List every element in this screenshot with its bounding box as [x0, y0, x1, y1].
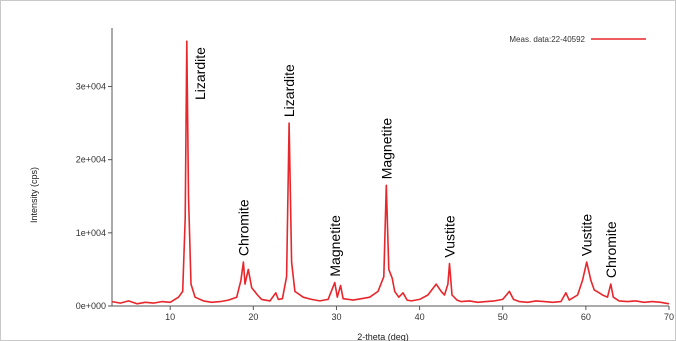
peak-label: Vustite [579, 214, 595, 256]
y-tick-label: 3e+004 [76, 82, 106, 92]
y-axis-label: Intensity (cps) [29, 167, 39, 223]
x-tick-label: 40 [415, 312, 425, 322]
x-tick-label: 10 [165, 312, 175, 322]
y-tick-label: 0e+000 [76, 301, 106, 311]
legend: Meas. data:22-40592 [509, 35, 646, 44]
x-tick-label: 20 [248, 312, 258, 322]
y-tick-label: 2e+004 [76, 155, 106, 165]
y-tick-label: 1e+004 [76, 228, 106, 238]
peak-label: Magnetite [327, 215, 343, 277]
peak-label: Magnetite [378, 118, 394, 180]
legend-label: Meas. data:22-40592 [509, 35, 585, 44]
peak-label: Lizardite [281, 64, 297, 117]
tick-group: 10 20 30 40 50 60 70 0e+000 1e+004 2e+004 3e+004 [76, 82, 674, 322]
series-line [111, 40, 670, 305]
plot-area [112, 28, 669, 306]
annotation-group: Lizardite Chromite Lizardite Magnetite Magne… [192, 47, 619, 278]
x-tick-label: 30 [331, 312, 341, 322]
peak-label: Lizardite [192, 47, 208, 100]
x-tick-label: 70 [664, 312, 674, 322]
axes [111, 28, 669, 307]
x-tick-label: 50 [498, 312, 508, 322]
x-axis-label: 2-theta (deg) [357, 332, 409, 341]
peak-label: Chromite [235, 199, 251, 256]
peak-label: Chromite [603, 221, 619, 278]
x-tick-label: 60 [581, 312, 591, 322]
peak-label: Vustite [442, 215, 458, 257]
